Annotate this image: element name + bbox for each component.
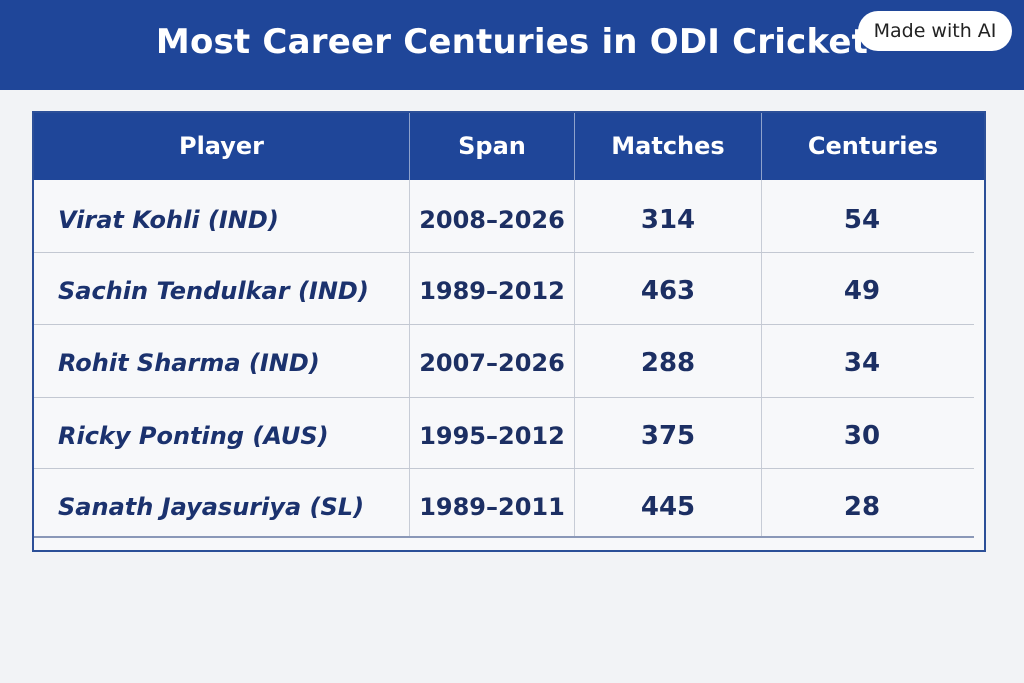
matches-cell: 288 — [640, 348, 696, 378]
row-divider — [34, 252, 974, 253]
title-banner — [0, 0, 1024, 90]
centuries-cell: 34 — [843, 348, 881, 378]
column-header-span: Span — [458, 132, 526, 160]
span-cell: 1989–2012 — [419, 277, 565, 305]
matches-cell: 314 — [640, 205, 696, 235]
header-divider — [761, 113, 762, 180]
column-header-matches: Matches — [611, 132, 725, 160]
centuries-table: Player Span Matches Centuries Virat Kohl… — [32, 111, 986, 552]
span-cell: 1995–2012 — [419, 422, 565, 450]
row-divider — [34, 324, 974, 325]
header-divider — [409, 113, 410, 180]
header-divider — [574, 113, 575, 180]
player-name: Sachin Tendulkar (IND) — [58, 277, 369, 305]
column-header-player: Player — [178, 132, 265, 160]
centuries-cell: 54 — [843, 205, 881, 235]
column-divider — [761, 180, 762, 536]
made-with-ai-badge: Made with AI — [858, 11, 1012, 51]
player-name: Sanath Jayasuriya (SL) — [58, 493, 365, 521]
row-divider — [34, 468, 974, 469]
matches-cell: 375 — [640, 421, 696, 451]
page-title: Most Career Centuries in ODI Cricket — [155, 22, 869, 62]
span-cell: 2008–2026 — [419, 206, 565, 234]
centuries-cell: 49 — [843, 276, 881, 306]
centuries-cell: 28 — [843, 492, 881, 522]
matches-cell: 463 — [640, 276, 696, 306]
player-name: Ricky Ponting (AUS) — [58, 422, 329, 450]
column-header-centuries: Centuries — [807, 132, 939, 160]
span-cell: 1989–2011 — [419, 493, 565, 521]
centuries-cell: 30 — [843, 421, 881, 451]
table-header-row: Player Span Matches Centuries — [34, 113, 984, 180]
span-cell: 2007–2026 — [419, 349, 565, 377]
player-name: Virat Kohli (IND) — [58, 206, 279, 234]
player-name: Rohit Sharma (IND) — [58, 349, 320, 377]
matches-cell: 445 — [640, 492, 696, 522]
row-divider — [34, 397, 974, 398]
column-divider — [409, 180, 410, 536]
table-bottom-rule — [34, 536, 974, 538]
column-divider — [574, 180, 575, 536]
